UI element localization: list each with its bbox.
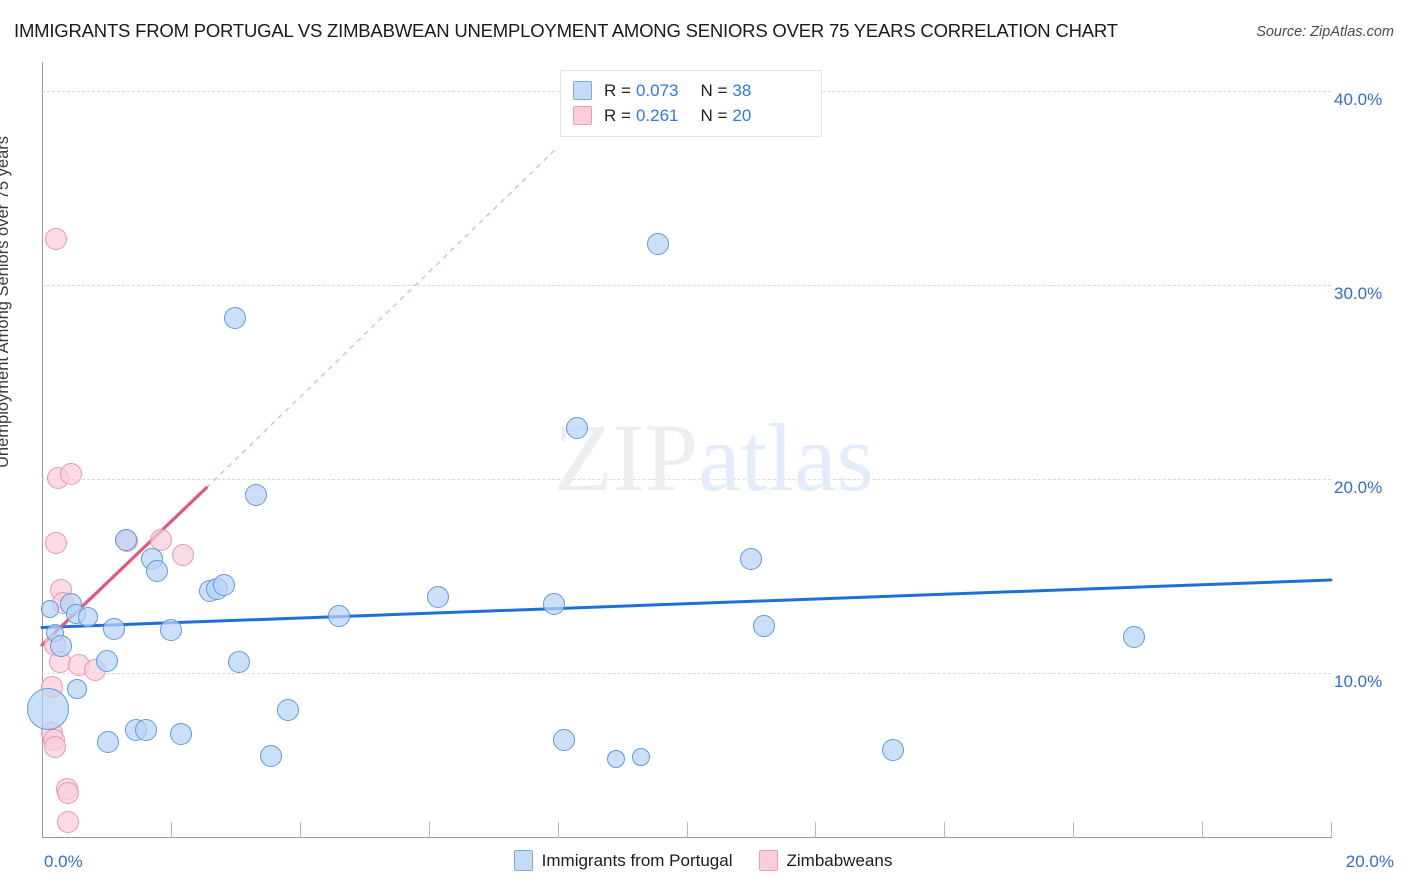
data-point-blue[interactable] <box>96 731 119 753</box>
x-axis-tick <box>944 822 946 838</box>
gridline <box>42 673 1331 675</box>
data-point-blue[interactable] <box>135 719 158 742</box>
plot-area: ZIPatlas <box>27 62 1333 838</box>
data-point-blue[interactable] <box>227 651 250 674</box>
data-point-blue[interactable] <box>606 750 625 769</box>
data-point-blue[interactable] <box>103 617 126 640</box>
data-point-blue[interactable] <box>277 699 300 721</box>
data-point-blue[interactable] <box>78 606 99 627</box>
data-point-blue[interactable] <box>145 560 168 583</box>
data-point-blue[interactable] <box>543 593 566 616</box>
gridline <box>42 285 1331 287</box>
data-point-pink[interactable] <box>60 463 82 486</box>
x-axis-tick <box>557 822 559 838</box>
stats-row-pink: R = 0.261 N = 20 <box>573 103 809 128</box>
stats-n-value-blue: 38 <box>732 80 752 100</box>
stats-r-value-blue: 0.073 <box>635 80 679 100</box>
stats-n-value-pink: 20 <box>732 105 752 125</box>
data-point-blue[interactable] <box>159 619 182 642</box>
gridline <box>42 479 1331 481</box>
x-axis-tick <box>1331 822 1332 838</box>
data-point-blue[interactable] <box>259 744 282 767</box>
x-axis-tick <box>428 822 430 838</box>
data-point-blue[interactable] <box>752 614 775 637</box>
data-point-blue[interactable] <box>169 723 192 746</box>
trendline-extension <box>205 146 559 489</box>
data-point-blue[interactable] <box>95 649 118 672</box>
legend-swatch-blue <box>513 850 533 871</box>
legend-item-blue[interactable]: Immigrants from Portugal <box>513 850 733 871</box>
data-point-blue[interactable] <box>114 529 137 552</box>
trendline <box>40 578 1333 630</box>
data-point-blue[interactable] <box>40 600 59 619</box>
data-point-blue[interactable] <box>50 634 73 657</box>
x-axis-max-label: 20.0% <box>1345 852 1394 871</box>
y-axis-tick-label: 30.0% <box>1334 284 1383 304</box>
legend-label-pink: Zimbabweans <box>786 850 893 870</box>
stats-row-blue: R = 0.073 N = 38 <box>573 78 809 103</box>
data-point-blue[interactable] <box>212 573 235 596</box>
legend-label-blue: Immigrants from Portugal <box>541 850 733 870</box>
y-axis-tick-label: 10.0% <box>1334 672 1383 692</box>
stats-n-label-pink: N = <box>700 105 728 125</box>
data-point-blue[interactable] <box>1123 626 1146 649</box>
data-point-blue[interactable] <box>740 547 762 570</box>
data-point-pink[interactable] <box>150 529 173 552</box>
y-axis-title: Unemployment Among Seniors over 75 years <box>0 136 12 468</box>
stats-r-label-blue: R = <box>604 80 631 100</box>
data-point-blue[interactable] <box>646 233 669 256</box>
x-axis-tick <box>299 822 301 838</box>
data-point-blue[interactable] <box>67 678 88 699</box>
data-point-blue[interactable] <box>224 307 247 330</box>
data-point-blue[interactable] <box>427 586 450 609</box>
x-axis-tick <box>1073 822 1075 838</box>
y-axis-tick-label: 40.0% <box>1334 90 1383 110</box>
x-axis-tick <box>170 822 172 838</box>
stats-swatch-pink <box>573 106 592 125</box>
watermark: ZIPatlas <box>554 402 874 513</box>
stats-r-value-pink: 0.261 <box>635 105 679 125</box>
page-title: IMMIGRANTS FROM PORTUGAL VS ZIMBABWEAN U… <box>14 20 1118 41</box>
stats-swatch-blue <box>573 81 592 100</box>
watermark-atlas: atlas <box>698 404 874 511</box>
chart-legend: Immigrants from Portugal Zimbabweans <box>0 850 1406 871</box>
data-point-blue[interactable] <box>327 604 350 627</box>
y-axis-tick-label: 20.0% <box>1334 478 1383 498</box>
x-axis-tick <box>686 822 688 838</box>
data-point-pink[interactable] <box>171 543 194 566</box>
data-point-blue[interactable] <box>553 729 575 751</box>
trendline <box>40 486 208 647</box>
legend-item-pink[interactable]: Zimbabweans <box>758 850 893 871</box>
data-point-blue[interactable] <box>632 747 651 766</box>
data-point-blue[interactable] <box>881 738 904 761</box>
data-point-pink[interactable] <box>45 227 68 250</box>
trendlines <box>40 146 1333 647</box>
x-axis-tick <box>815 822 817 838</box>
data-point-pink[interactable] <box>56 810 79 833</box>
y-axis-line <box>42 62 43 838</box>
data-point-blue[interactable] <box>565 416 588 439</box>
correlation-stats-box: R = 0.073 N = 38 R = 0.261 N = 20 <box>560 70 822 137</box>
data-point-pink[interactable] <box>45 532 68 555</box>
data-point-pink[interactable] <box>56 782 79 805</box>
x-axis-tick <box>1202 822 1204 838</box>
x-axis-min-label: 0.0% <box>44 852 83 871</box>
data-point-blue[interactable] <box>27 688 70 730</box>
stats-r-label-pink: R = <box>604 105 631 125</box>
data-point-blue[interactable] <box>245 483 267 506</box>
stats-n-label-blue: N = <box>700 80 728 100</box>
source-attribution: Source: ZipAtlas.com <box>1256 24 1394 40</box>
data-point-pink[interactable] <box>43 735 66 758</box>
legend-swatch-pink <box>758 850 778 871</box>
